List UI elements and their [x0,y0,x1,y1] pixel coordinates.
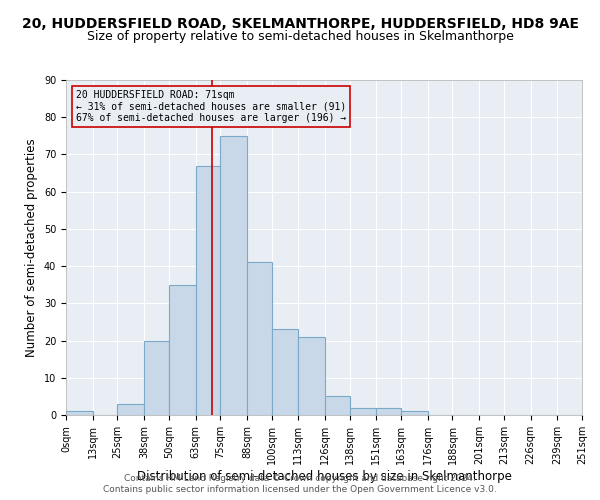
Bar [66,412,93,415]
Bar [144,340,169,415]
Text: Contains public sector information licensed under the Open Government Licence v3: Contains public sector information licen… [103,485,497,494]
Text: Size of property relative to semi-detached houses in Skelmanthorpe: Size of property relative to semi-detach… [86,30,514,43]
Bar [350,408,376,415]
Text: Contains HM Land Registry data © Crown copyright and database right 2024.: Contains HM Land Registry data © Crown c… [124,474,476,483]
X-axis label: Distribution of semi-detached houses by size in Skelmanthorpe: Distribution of semi-detached houses by … [137,470,511,482]
Bar [169,284,196,415]
Bar [376,408,401,415]
Bar [272,330,298,415]
Y-axis label: Number of semi-detached properties: Number of semi-detached properties [25,138,38,357]
Bar [325,396,350,415]
Bar [118,404,144,415]
Bar [247,262,272,415]
Bar [196,166,220,415]
Text: 20 HUDDERSFIELD ROAD: 71sqm
← 31% of semi-detached houses are smaller (91)
67% o: 20 HUDDERSFIELD ROAD: 71sqm ← 31% of sem… [76,90,347,123]
Bar [401,412,428,415]
Text: 20, HUDDERSFIELD ROAD, SKELMANTHORPE, HUDDERSFIELD, HD8 9AE: 20, HUDDERSFIELD ROAD, SKELMANTHORPE, HU… [22,18,578,32]
Bar [298,337,325,415]
Bar [220,136,247,415]
